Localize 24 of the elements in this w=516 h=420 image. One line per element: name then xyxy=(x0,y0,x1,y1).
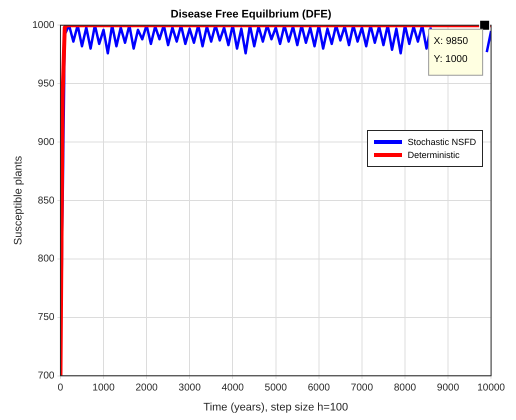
x-tick-label: 6000 xyxy=(308,382,330,394)
x-tick-label: 2000 xyxy=(135,382,158,394)
x-tick-label: 9000 xyxy=(436,382,460,394)
x-tick-label: 3000 xyxy=(178,382,202,394)
annotation: X: 9850 Y: 1000 xyxy=(434,36,469,65)
x-tick-label: 10000 xyxy=(477,382,506,394)
y-tick-label: 900 xyxy=(38,136,55,148)
x-tick-label: 7000 xyxy=(350,382,374,394)
x-axis-title: Time (years), step size h=100 xyxy=(203,401,348,414)
y-tick-label: 750 xyxy=(38,312,55,324)
x-tick-label: 4000 xyxy=(222,382,244,394)
y-tick-label: 950 xyxy=(38,78,55,90)
legend-label: Deterministic xyxy=(408,150,460,160)
legend-label: Stochastic NSFD xyxy=(408,137,476,148)
y-tick-label: 700 xyxy=(38,370,55,382)
y-tick-label: 850 xyxy=(38,195,55,206)
y-tick-label: 1000 xyxy=(32,20,55,31)
y-tick-label: 800 xyxy=(38,254,55,265)
x-tick-label: 5000 xyxy=(264,382,288,394)
x-tick-label: 1000 xyxy=(92,382,116,394)
x-tick-label: 0 xyxy=(58,382,64,394)
y-axis-title: Susceptible plants xyxy=(12,155,25,246)
x-tick-label: 8000 xyxy=(394,382,417,394)
chart-title: Disease Free Equilbrium (DFE) xyxy=(170,8,332,21)
